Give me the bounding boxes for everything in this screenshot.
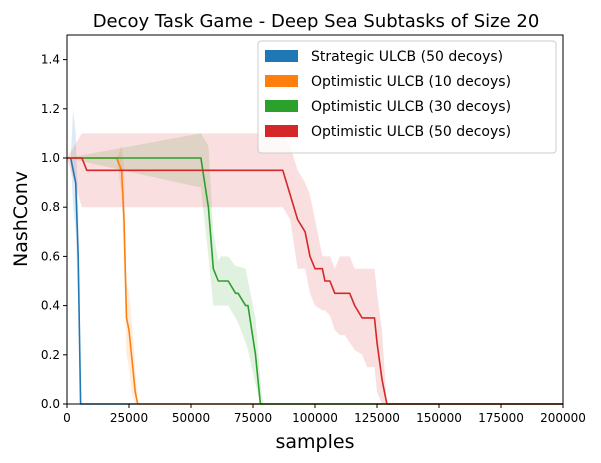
series-line-4 xyxy=(67,157,563,405)
y-tick-label: 1.0 xyxy=(41,151,60,165)
legend-label: Optimistic ULCB (10 decoys) xyxy=(311,74,511,90)
x-tick-label: 200000 xyxy=(540,411,586,425)
y-tick-label: 1.2 xyxy=(41,102,60,116)
legend-swatch xyxy=(265,100,298,112)
x-tick-label: 125000 xyxy=(354,411,400,425)
x-tick-label: 25000 xyxy=(110,411,148,425)
y-tick-label: 1.4 xyxy=(41,53,60,67)
x-tick-label: 50000 xyxy=(172,411,210,425)
x-axis-ticks: 0 25000 50000 75000 100000 125000 150000 175000… xyxy=(63,404,586,425)
y-axis-ticks: 0.0 0.2 0.4 0.6 0.8 1.0 1.2 1.4 xyxy=(41,53,67,411)
series-line-2 xyxy=(67,157,563,405)
legend: Strategic ULCB (50 decoys) Optimistic ULC… xyxy=(257,40,557,154)
y-tick-label: 0.6 xyxy=(41,249,60,263)
legend-label: Optimistic ULCB (30 decoys) xyxy=(311,99,511,115)
y-tick-label: 0.4 xyxy=(41,299,60,313)
chart-title: Decoy Task Game - Deep Sea Subtasks of S… xyxy=(93,11,540,32)
legend-swatch xyxy=(265,125,298,137)
series-line-3 xyxy=(67,157,563,405)
legend-swatch xyxy=(265,75,298,87)
legend-frame xyxy=(257,40,557,154)
series-band-3 xyxy=(67,133,563,404)
y-tick-label: 0.2 xyxy=(41,348,60,362)
x-axis-label: samples xyxy=(276,431,355,453)
y-axis-label: NashConv xyxy=(10,171,32,267)
x-tick-label: 0 xyxy=(63,411,71,425)
x-tick-label: 150000 xyxy=(416,411,462,425)
legend-swatch xyxy=(265,50,298,62)
legend-label: Strategic ULCB (50 decoys) xyxy=(311,49,503,65)
y-tick-label: 0.0 xyxy=(41,397,60,411)
x-tick-label: 100000 xyxy=(292,411,338,425)
legend-label: Optimistic ULCB (50 decoys) xyxy=(311,124,511,140)
x-tick-label: 75000 xyxy=(234,411,272,425)
x-tick-label: 175000 xyxy=(478,411,524,425)
y-tick-label: 0.8 xyxy=(41,200,60,214)
